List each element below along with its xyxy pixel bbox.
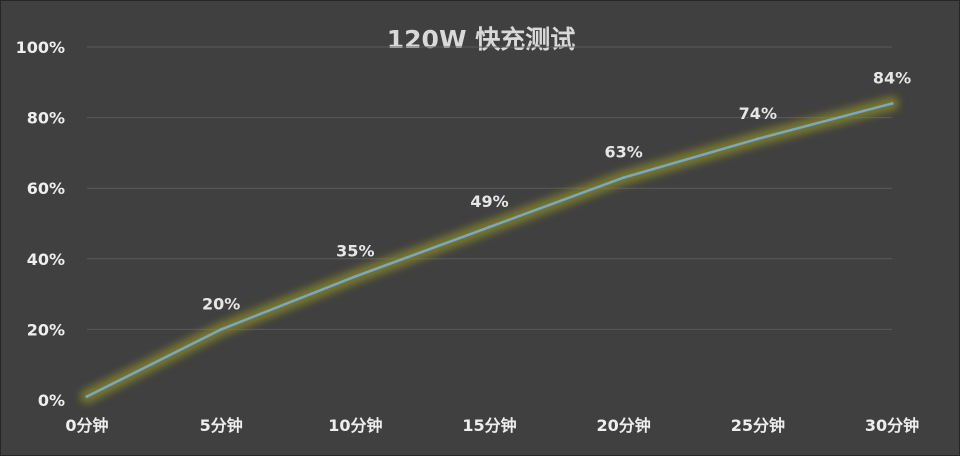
data-point — [890, 101, 894, 105]
series-line — [85, 102, 894, 398]
data-label: 35% — [336, 241, 374, 260]
data-label: 74% — [739, 104, 777, 123]
y-tick-label: 0% — [38, 391, 65, 410]
data-label: 63% — [605, 143, 643, 162]
data-label: 84% — [873, 68, 911, 87]
x-tick-label: 20分钟 — [597, 416, 651, 435]
data-point — [488, 225, 491, 229]
data-label: 20% — [202, 294, 240, 313]
y-tick-label: 20% — [27, 320, 65, 339]
data-point — [756, 137, 760, 141]
series-line-glow — [80, 96, 899, 404]
y-tick-label: 40% — [27, 250, 65, 269]
y-tick-label: 100% — [16, 38, 65, 57]
data-point — [219, 327, 223, 331]
x-tick-label: 5分钟 — [200, 416, 243, 435]
x-tick-label: 10分钟 — [328, 416, 382, 435]
y-tick-label: 80% — [27, 109, 65, 128]
data-point — [353, 274, 357, 278]
data-point — [622, 176, 626, 180]
data-label: 49% — [470, 192, 508, 211]
x-tick-label: 25分钟 — [731, 416, 785, 435]
x-tick-label: 0分钟 — [65, 416, 108, 435]
chart-title: 120W 快充测试 — [387, 25, 575, 54]
x-tick-label: 15分钟 — [462, 416, 516, 435]
y-tick-label: 60% — [27, 179, 65, 198]
x-tick-label: 30分钟 — [865, 416, 919, 435]
data-point — [85, 394, 89, 398]
